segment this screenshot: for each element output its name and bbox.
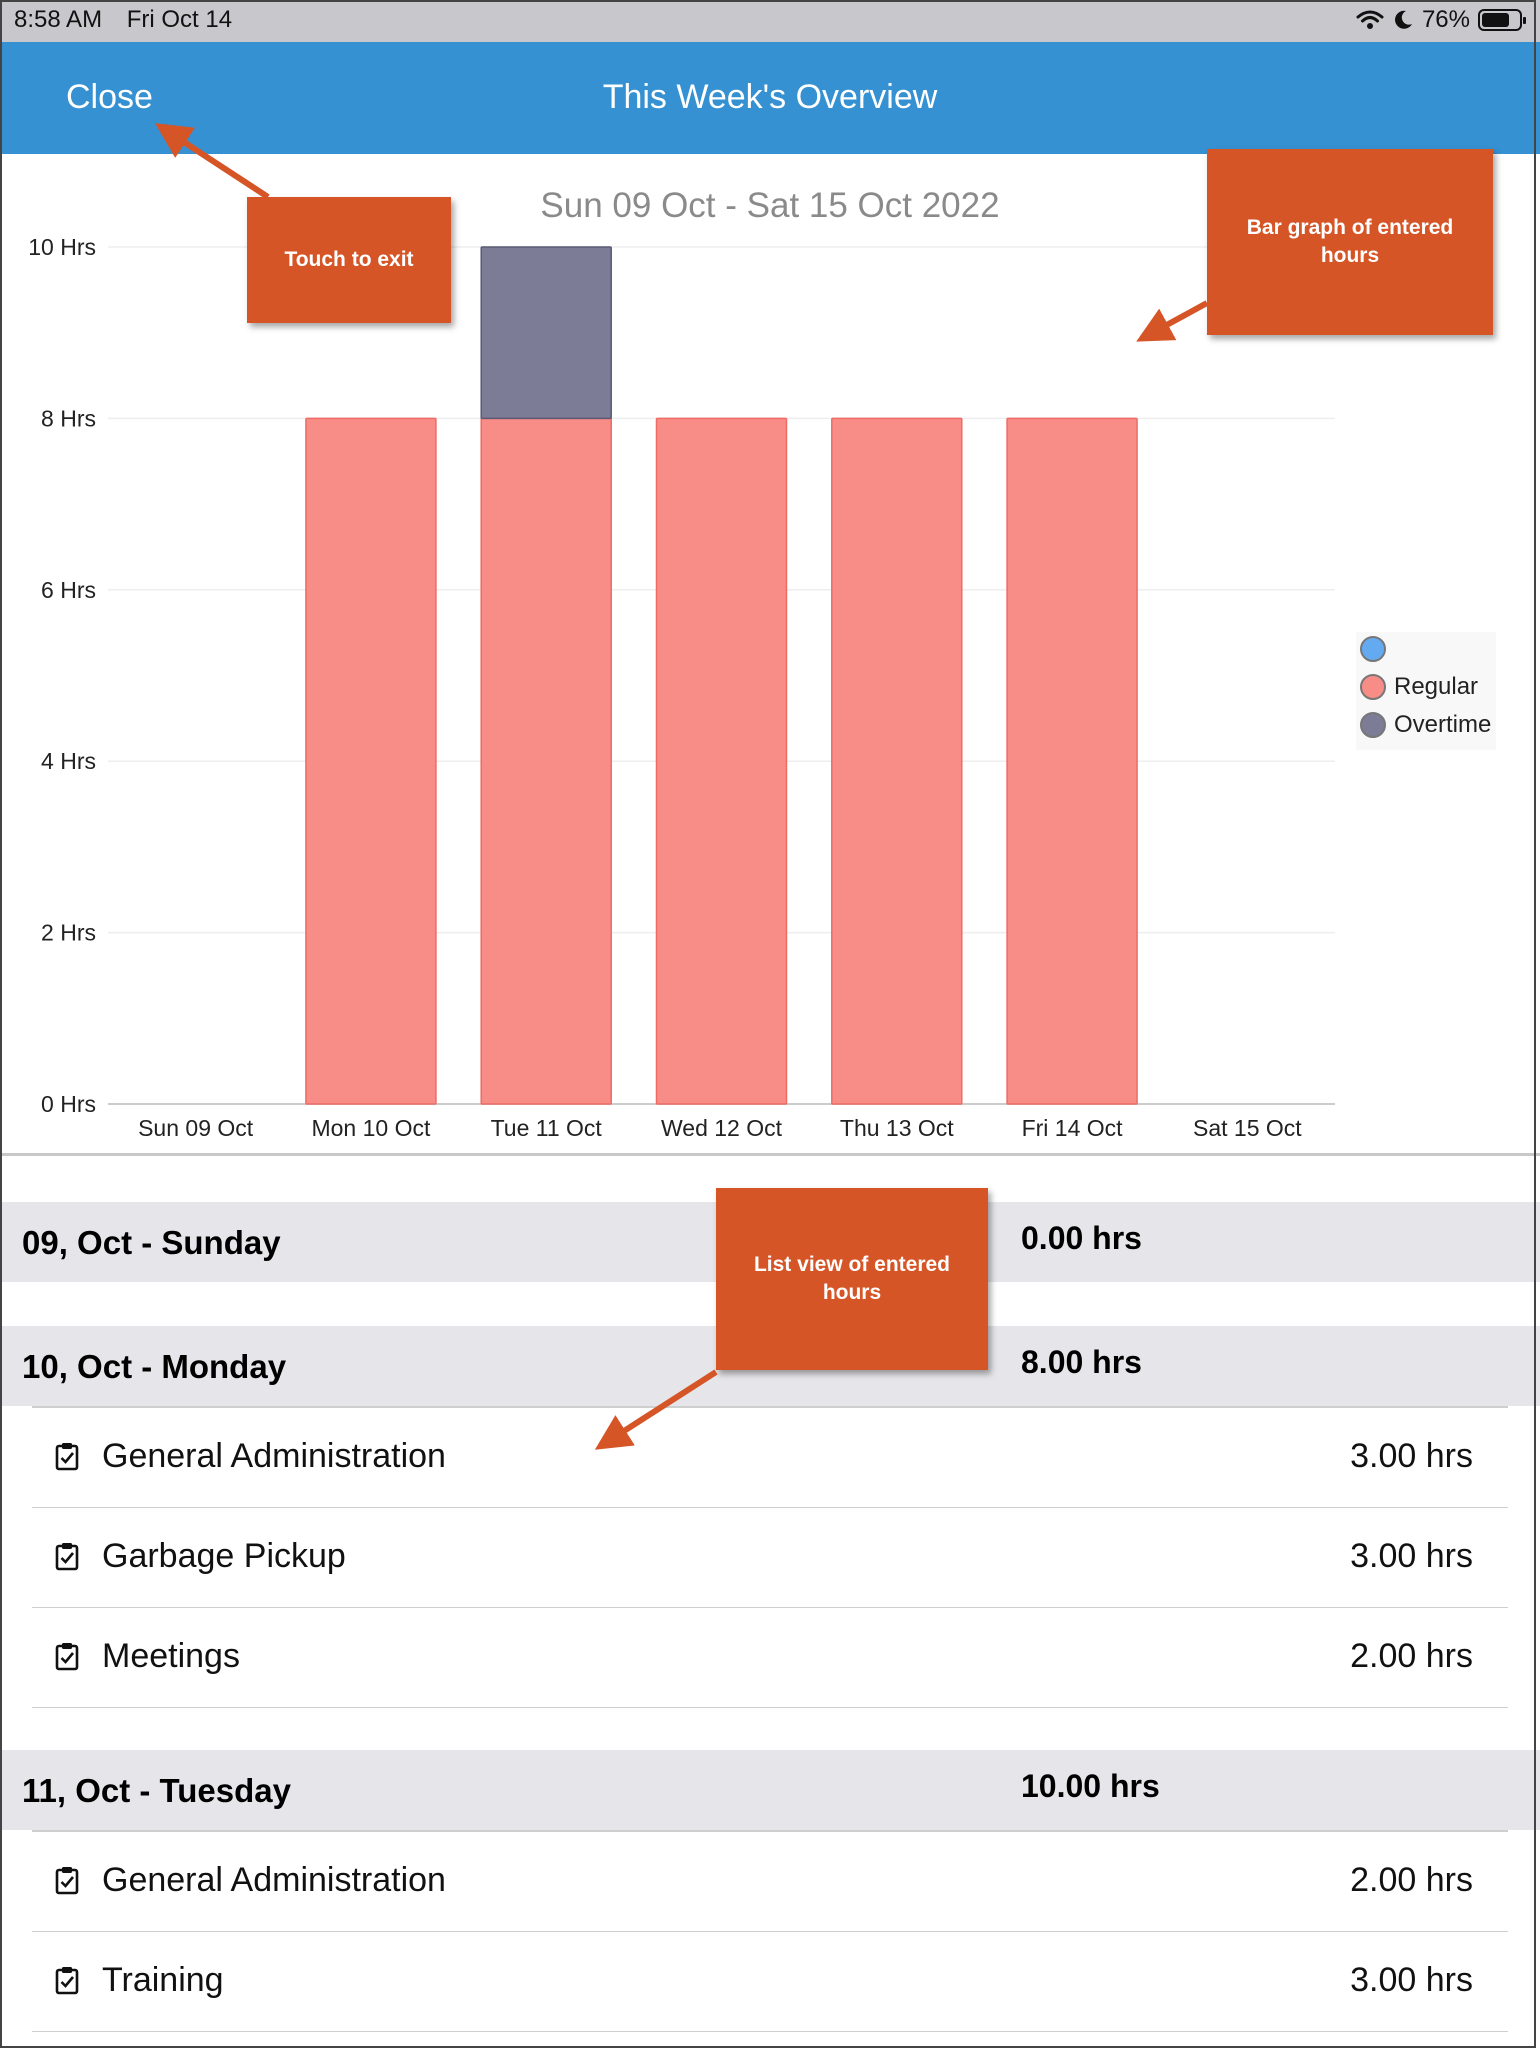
hours-bar-chart: 0 Hrs 2 Hrs 4 Hrs 6 Hrs 8 Hrs 10 Hrs Sun 09 Oc… — [28, 234, 1335, 1141]
y-tick-label: 8 Hrs — [41, 405, 96, 431]
clipboard-check-icon — [55, 1543, 79, 1571]
entry-hours: 3.00 hrs — [1350, 1537, 1473, 1575]
legend-item-regular: Regular — [1360, 672, 1478, 702]
row-divider — [32, 1830, 1508, 1832]
y-tick-label: 4 Hrs — [41, 748, 96, 774]
chart-title: Sun 09 Oct - Sat 15 Oct 2022 — [540, 186, 1000, 225]
bar-regular-3 — [655, 417, 788, 1105]
legend-dot-icon — [1360, 636, 1386, 662]
callout-touch-to-exit: Touch to exit — [247, 197, 451, 323]
x-tick-label: Sat 15 Oct — [1193, 1115, 1302, 1141]
callout-text: List view of entered hours — [753, 1253, 951, 1304]
status-bar: 8:58 AM Fri Oct 14 76% — [0, 0, 1540, 42]
status-date: Fri Oct 14 — [126, 6, 233, 33]
y-tick-label: 10 Hrs — [28, 234, 96, 260]
chart-legend: Regular Overtime — [1356, 632, 1496, 750]
battery-percent: 76% — [1421, 6, 1470, 33]
status-left: 8:58 AM Fri Oct 14 — [14, 6, 250, 34]
clipboard-check-icon — [55, 1967, 79, 1995]
entry-row[interactable]: Garbage Pickup 3.00 hrs — [32, 1507, 1508, 1608]
entry-label: Garbage Pickup — [102, 1537, 346, 1575]
entry-hours: 2.00 hrs — [1350, 1861, 1473, 1899]
entry-hours: 2.00 hrs — [1350, 1637, 1473, 1675]
legend-dot-icon — [1360, 674, 1386, 700]
bar-regular-5 — [1006, 417, 1138, 1105]
battery-icon — [1478, 9, 1526, 31]
legend-label-overtime: Overtime — [1394, 711, 1492, 738]
x-tick-label: Sun 09 Oct — [138, 1115, 254, 1141]
legend-dot-icon — [1360, 712, 1386, 738]
nav-bar: Close This Week's Overview — [0, 42, 1540, 154]
status-right: 76% — [1356, 6, 1526, 34]
y-tick-label: 2 Hrs — [41, 920, 96, 946]
entry-hours: 3.00 hrs — [1350, 1437, 1473, 1475]
entry-label: Meetings — [102, 1637, 240, 1675]
day-total-hours: 8.00 hrs — [1021, 1344, 1142, 1380]
entry-row[interactable]: Meetings 2.00 hrs — [32, 1607, 1508, 1708]
bar-regular-1 — [305, 417, 437, 1105]
callout-text: Bar graph of entered hours — [1246, 216, 1454, 267]
day-label: 09, Oct - Sunday — [22, 1224, 281, 1261]
status-time: 8:58 AM — [14, 6, 103, 33]
entry-row[interactable]: General Administration 2.00 hrs — [32, 1831, 1508, 1932]
entry-row[interactable]: Training 3.00 hrs — [32, 1931, 1508, 2032]
entry-row[interactable]: General Administration 3.00 hrs — [32, 1407, 1508, 1508]
entry-label: General Administration — [102, 1861, 446, 1899]
callout-list-view: List view of entered hours — [716, 1188, 988, 1370]
entry-label: General Administration — [102, 1437, 446, 1475]
callout-text: Touch to exit — [284, 248, 414, 271]
clipboard-check-icon — [55, 1443, 79, 1471]
x-tick-label: Tue 11 Oct — [491, 1115, 603, 1141]
legend-item-overtime: Overtime — [1360, 710, 1491, 740]
y-tick-label: 0 Hrs — [41, 1091, 96, 1117]
day-label: 11, Oct - Tuesday — [22, 1772, 291, 1809]
bar-regular-4 — [831, 417, 963, 1105]
day-header-tuesday: 11, Oct - Tuesday 10.00 hrs — [0, 1750, 1540, 1830]
page-title: This Week's Overview — [602, 78, 938, 116]
wifi-icon — [1356, 10, 1384, 29]
entry-hours: 3.00 hrs — [1350, 1961, 1473, 1999]
callout-bar-graph: Bar graph of entered hours — [1207, 149, 1493, 335]
close-button[interactable]: Close — [66, 78, 153, 116]
moon-icon — [1395, 10, 1412, 29]
x-tick-label: Thu 13 Oct — [840, 1115, 954, 1141]
x-tick-label: Fri 14 Oct — [1022, 1115, 1124, 1141]
y-tick-label: 6 Hrs — [41, 577, 96, 603]
entry-label: Training — [102, 1961, 224, 1999]
x-tick-label: Mon 10 Oct — [311, 1115, 430, 1141]
bar-overtime-2 — [480, 246, 612, 420]
clipboard-check-icon — [55, 1867, 79, 1895]
clipboard-check-icon — [55, 1643, 79, 1671]
day-total-hours: 10.00 hrs — [1021, 1768, 1160, 1804]
section-divider — [0, 1153, 1540, 1156]
bar-regular-2 — [480, 417, 612, 1105]
day-label: 10, Oct - Monday — [22, 1348, 287, 1385]
x-tick-label: Wed 12 Oct — [661, 1115, 783, 1141]
legend-label-regular: Regular — [1394, 673, 1479, 700]
row-divider — [32, 1406, 1508, 1408]
day-total-hours: 0.00 hrs — [1021, 1220, 1142, 1256]
legend-item-blank — [1360, 634, 1394, 664]
